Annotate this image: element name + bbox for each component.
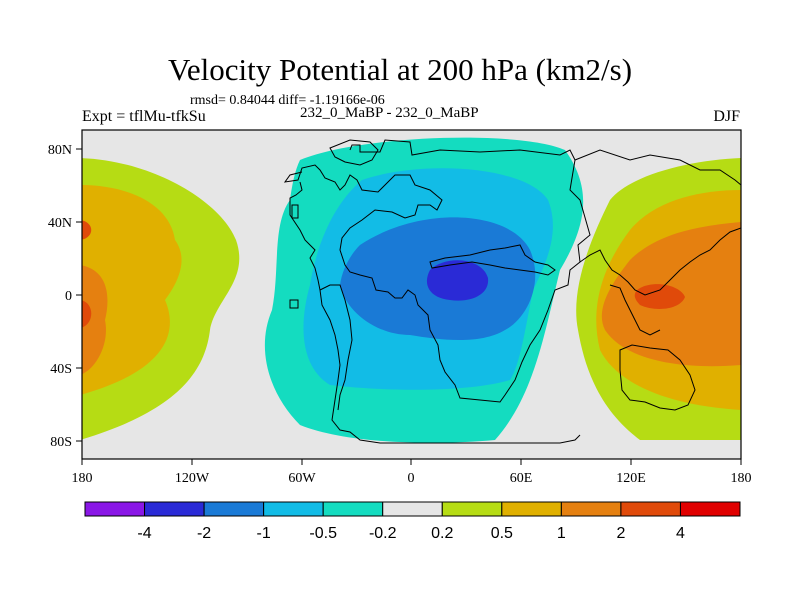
colorbar-swatch: [84, 501, 146, 517]
colorbar-label: -4: [137, 525, 151, 542]
colorbar-label: 1: [557, 525, 566, 542]
coastline-australia: [619, 344, 696, 411]
lat-tick-label: 0: [65, 289, 72, 304]
colorbar-label: -1: [257, 525, 271, 542]
lat-tick-label: 40N: [48, 216, 72, 231]
contour-west-2: [82, 220, 92, 240]
lon-tick-label: 60W: [288, 471, 316, 486]
lat-tick-label: 80S: [50, 435, 72, 450]
coastline-greenland: [329, 139, 379, 166]
colorbar-swatch: [501, 501, 562, 517]
colorbar-swatch: [382, 501, 443, 517]
colorbar-swatch: [560, 501, 622, 517]
lon-tick-label: 120W: [175, 471, 210, 486]
lat-axis: [76, 148, 82, 442]
colorbar-label: -0.5: [309, 525, 337, 542]
coastline-americas: [289, 181, 581, 444]
colorbar-label: -2: [197, 525, 211, 542]
coastline-mediterranean: [429, 244, 556, 276]
colorbar-label: 0.5: [491, 525, 513, 542]
experiment-label: Expt = tflMu-tfkSu: [82, 108, 206, 125]
lon-tick-label: 180: [72, 471, 93, 486]
colorbar-label: 2: [616, 525, 625, 542]
contour-west-2b: [82, 300, 92, 328]
map-title: Velocity Potential at 200 hPa (km2/s): [167, 52, 633, 87]
contour-west-1: [82, 265, 108, 375]
colorbar: -4 -2 -1 -0.5 -0.2 0.2 0.5 1 2 4: [84, 501, 741, 542]
contour-neg-2: [426, 260, 489, 301]
colorbar-swatch: [144, 501, 205, 517]
lon-axis: [81, 459, 742, 465]
coastline-south-america-east: [319, 284, 353, 411]
colorbar-label: 0.2: [431, 525, 453, 542]
rmsd-subtitle: rmsd= 0.84044 diff= -1.19166e-06: [190, 93, 385, 108]
coastline-island-b: [289, 299, 299, 309]
coastline-indonesia: [609, 284, 661, 336]
colorbar-label: -0.2: [369, 525, 397, 542]
colorbar-swatch: [620, 501, 681, 517]
contour-west-0.5: [82, 185, 182, 395]
colorbar-swatch: [203, 501, 265, 517]
contour-east-2: [634, 284, 685, 309]
lat-tick-label: 40S: [50, 362, 72, 377]
lon-tick-label: 60E: [510, 471, 533, 486]
lon-tick-label: 120E: [616, 471, 646, 486]
lat-tick-label: 80N: [48, 143, 72, 158]
colorbar-swatch: [441, 501, 503, 517]
colorbar-label: 4: [676, 525, 685, 542]
coastline-island-a: [291, 204, 299, 219]
case-label: 232_0_MaBP - 232_0_MaBP: [300, 105, 479, 121]
coastline-asia: [574, 149, 741, 186]
coastline-europe-africa: [283, 139, 591, 403]
contour-fills: [82, 137, 741, 443]
colorbar-swatch: [263, 501, 324, 517]
coastlines: [283, 139, 741, 444]
colorbar-swatch: [322, 501, 384, 517]
coastline-asia-south: [579, 227, 741, 296]
lon-tick-label: 180: [731, 471, 752, 486]
season-label: DJF: [713, 108, 740, 125]
colorbar-swatch: [679, 501, 741, 517]
lon-tick-label: 0: [408, 471, 415, 486]
